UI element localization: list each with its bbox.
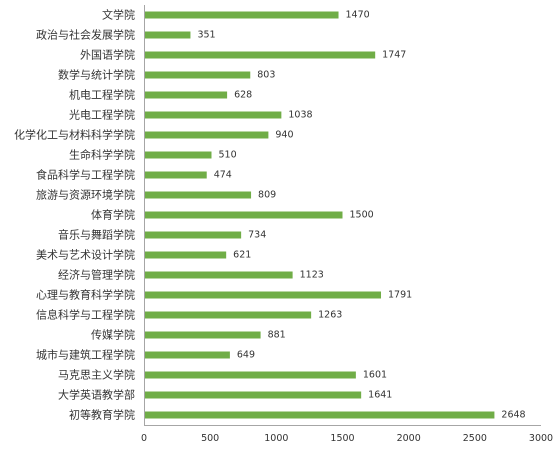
- bar-value-label: 1038: [288, 110, 312, 121]
- bar-value-label: 1601: [363, 370, 387, 381]
- bar-value-label: 1123: [300, 270, 324, 281]
- x-tick-label: 500: [201, 433, 219, 444]
- bar: [145, 151, 212, 159]
- bar: [145, 171, 207, 179]
- category-label: 城市与建筑工程学院: [36, 348, 135, 362]
- category-label: 化学化工与材料科学学院: [14, 128, 135, 142]
- category-label: 传媒学院: [91, 328, 135, 342]
- bar: [145, 191, 252, 199]
- category-label: 大学英语教学部: [58, 388, 135, 402]
- category-label: 政治与社会发展学院: [36, 28, 135, 42]
- bar: [145, 351, 230, 359]
- x-axis-ticks: 0 500 1000 1500 2000 2500 3000: [141, 433, 553, 444]
- bar: [145, 91, 228, 99]
- bar: [145, 291, 382, 299]
- x-tick-label: 3000: [529, 433, 553, 444]
- category-label: 信息科学与工程学院: [36, 308, 135, 322]
- bar: [145, 211, 343, 219]
- bar-value-label: 510: [218, 150, 236, 161]
- category-label: 数学与统计学院: [58, 68, 135, 82]
- bar: [145, 251, 227, 259]
- category-label: 文学院: [102, 8, 135, 22]
- bar: [145, 71, 251, 79]
- bar: [145, 371, 356, 379]
- category-label: 旅游与资源环境学院: [36, 188, 135, 202]
- category-label: 体育学院: [91, 208, 135, 222]
- bar: [145, 331, 261, 339]
- category-label: 光电工程学院: [69, 108, 135, 122]
- value-labels-layer: 1470 351 1747 803 628 1038 940 510 474 809 1500 734…: [197, 10, 525, 421]
- bar: [145, 391, 362, 399]
- bar-value-label: 474: [214, 170, 232, 181]
- bar-value-label: 1747: [382, 50, 406, 61]
- bar: [145, 271, 293, 279]
- x-tick-label: 2500: [463, 433, 487, 444]
- bar-value-label: 1791: [388, 290, 412, 301]
- x-tick-label: 1500: [330, 433, 354, 444]
- bar-value-label: 649: [237, 350, 255, 361]
- category-label: 机电工程学院: [69, 88, 135, 102]
- bar-value-label: 1263: [318, 310, 342, 321]
- bar-value-label: 803: [257, 70, 275, 81]
- category-label: 初等教育学院: [69, 408, 135, 422]
- category-label: 马克思主义学院: [58, 368, 135, 382]
- category-label: 美术与艺术设计学院: [36, 248, 135, 262]
- bar-value-label: 1470: [346, 10, 370, 21]
- bar-value-label: 809: [258, 190, 276, 201]
- bar-value-label: 621: [233, 250, 251, 261]
- bar-value-label: 940: [275, 130, 293, 141]
- category-label: 音乐与舞蹈学院: [58, 228, 135, 242]
- bar-value-label: 734: [248, 230, 266, 241]
- category-label: 经济与管理学院: [58, 268, 135, 282]
- bar-value-label: 1641: [368, 390, 392, 401]
- x-tick-label: 1000: [264, 433, 288, 444]
- category-label: 心理与教育科学学院: [36, 288, 135, 302]
- bar: [145, 51, 376, 59]
- x-tick-label: 0: [141, 433, 147, 444]
- category-label: 食品科学与工程学院: [36, 168, 135, 182]
- bar: [145, 111, 282, 119]
- bar: [145, 31, 191, 39]
- category-label: 生命科学学院: [69, 148, 135, 162]
- bar: [145, 131, 269, 139]
- bar-value-label: 881: [268, 330, 286, 341]
- bar: [145, 311, 312, 319]
- bar: [145, 411, 495, 419]
- bar-value-label: 351: [197, 30, 215, 41]
- bars-layer: [145, 11, 495, 419]
- bar: [145, 11, 339, 19]
- x-tick-label: 2000: [397, 433, 421, 444]
- category-labels-layer: 文学院政治与社会发展学院外国语学院数学与统计学院机电工程学院光电工程学院化学化工…: [14, 8, 135, 422]
- bar: [145, 231, 242, 239]
- bar-value-label: 1500: [350, 210, 374, 221]
- bar-value-label: 628: [234, 90, 252, 101]
- bar-value-label: 2648: [501, 410, 525, 421]
- category-label: 外国语学院: [80, 48, 135, 62]
